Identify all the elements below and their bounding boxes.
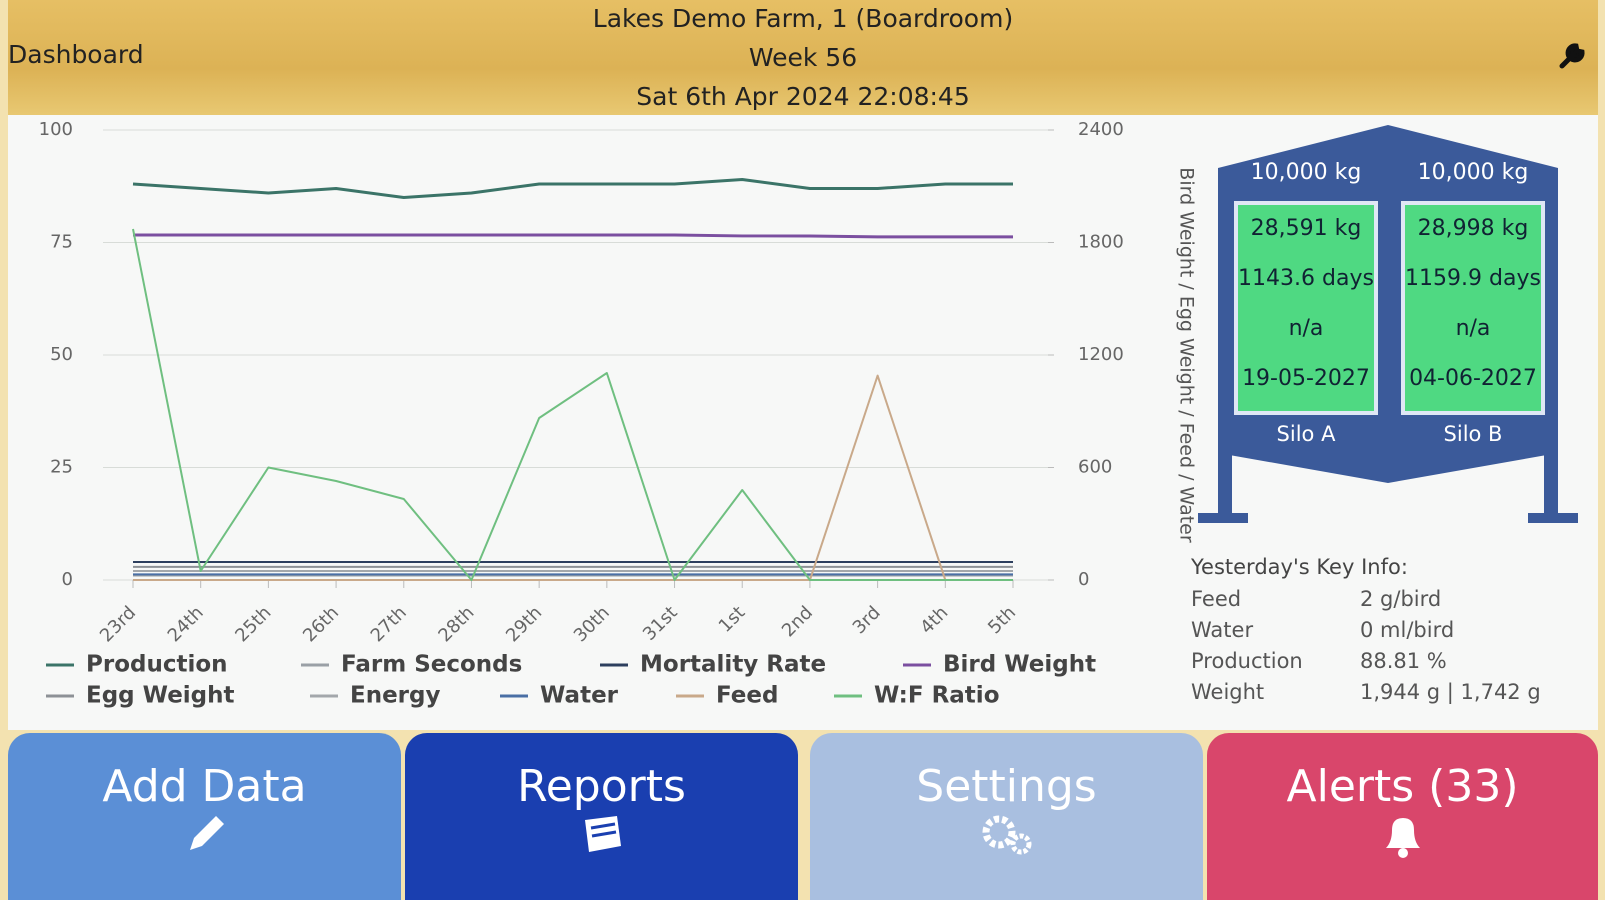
silo-a-panel	[1234, 201, 1378, 415]
silo-date: 04-06-2027	[1409, 366, 1537, 391]
x-tick-label: 30th	[570, 602, 614, 646]
chart: Bird Weight / Egg Weight / Feed / Water …	[39, 119, 1198, 709]
x-tick-label: 23rd	[96, 602, 140, 646]
x-tick-label: 27th	[367, 602, 411, 646]
silo-leg	[1218, 443, 1232, 523]
x-tick-label: 2nd	[778, 602, 817, 641]
silo-foot	[1528, 513, 1578, 523]
series-line	[133, 374, 1013, 581]
x-tick-label: 4th	[916, 602, 952, 638]
x-tick-label: 24th	[164, 602, 208, 646]
series-line	[132, 178, 1013, 199]
button-label: Reports	[517, 761, 686, 812]
button-label: Settings	[916, 761, 1097, 812]
silo-graphic: 10,000 kg 28,591 kg 1143.6 days n/a 19-05-20…	[1198, 125, 1578, 523]
button-label: Alerts (33)	[1286, 761, 1519, 812]
week: Week 56	[748, 43, 858, 72]
reports-button[interactable]: Reports	[405, 733, 798, 900]
x-tick-label: 26th	[299, 602, 343, 646]
key-info-value: 2 g/bird	[1360, 587, 1442, 611]
key-info-value: 1,944 g | 1,742 g	[1360, 680, 1541, 704]
y2-tick-label: 2400	[1078, 119, 1124, 140]
legend-label: W:F Ratio	[874, 683, 1000, 709]
silo-amount: 28,998 kg	[1418, 216, 1529, 241]
legend-label: Bird Weight	[943, 652, 1096, 678]
add-data-button[interactable]: Add Data	[8, 733, 401, 900]
silo-capacity: 10,000 kg	[1251, 160, 1362, 185]
farm-title: Lakes Demo Farm, 1 (Boardroom)	[592, 4, 1014, 33]
legend-label: Water	[540, 683, 619, 709]
key-info-label: Water	[1191, 618, 1254, 642]
x-tick-label: 31st	[639, 602, 682, 645]
x-tick-label: 3rd	[849, 602, 885, 638]
x-tick-label: 29th	[502, 602, 546, 646]
header: Dashboard Lakes Demo Farm, 1 (Boardroom)…	[8, 0, 1598, 115]
x-tick-label: 28th	[434, 602, 478, 646]
silo-leg	[1544, 443, 1558, 523]
legend-label: Farm Seconds	[341, 652, 522, 678]
y2-tick-label: 1800	[1078, 232, 1124, 253]
gears-icon	[982, 815, 1031, 855]
silo-name: Silo A	[1277, 422, 1337, 446]
silo-amount: 28,591 kg	[1251, 216, 1362, 241]
book-icon	[584, 816, 621, 852]
y2-axis-label: Bird Weight / Egg Weight / Feed / Water	[1176, 167, 1198, 543]
series-line	[133, 233, 1013, 239]
main-panel: Bird Weight / Egg Weight / Feed / Water …	[8, 115, 1598, 730]
datetime: Sat 6th Apr 2024 22:08:45	[636, 82, 970, 111]
silo-date: 19-05-2027	[1242, 366, 1370, 391]
key-info-title: Yesterday's Key Info:	[1191, 555, 1408, 579]
silo-name: Silo B	[1444, 422, 1503, 446]
legend-label: Feed	[716, 683, 778, 709]
y-tick-label: 100	[39, 119, 73, 140]
x-tick-label: 25th	[231, 602, 275, 646]
key-info-value: 0 ml/bird	[1360, 618, 1455, 642]
y2-tick-label: 0	[1078, 569, 1089, 590]
key-info-label: Weight	[1191, 680, 1265, 704]
y-tick-label: 75	[50, 232, 73, 253]
silo-capacity: 10,000 kg	[1418, 160, 1529, 185]
wrench-icon[interactable]	[1556, 38, 1590, 72]
silo-days: 1143.6 days	[1238, 266, 1374, 291]
pencil-icon	[189, 816, 224, 850]
page-name: Dashboard	[8, 40, 144, 69]
legend-label: Production	[86, 652, 228, 678]
silo-foot	[1198, 513, 1248, 523]
key-info-label: Production	[1191, 649, 1303, 673]
x-tick-label: 1st	[715, 602, 750, 637]
silo-status: n/a	[1289, 316, 1324, 341]
silo-status: n/a	[1456, 316, 1491, 341]
y-tick-label: 25	[50, 457, 73, 478]
series-line	[132, 228, 1013, 581]
y2-tick-label: 600	[1078, 457, 1112, 478]
alerts-button[interactable]: Alerts (33)	[1207, 733, 1598, 900]
silo-b-panel	[1401, 201, 1545, 415]
button-label: Add Data	[102, 761, 307, 812]
legend-label: Egg Weight	[86, 683, 235, 709]
legend-label: Energy	[350, 683, 440, 709]
key-info-value: 88.81 %	[1360, 649, 1447, 673]
y-tick-label: 50	[50, 344, 73, 365]
y-tick-label: 0	[62, 569, 73, 590]
legend-label: Mortality Rate	[640, 652, 826, 678]
silo-days: 1159.9 days	[1405, 266, 1541, 291]
settings-button[interactable]: Settings	[810, 733, 1203, 900]
key-info-label: Feed	[1191, 587, 1242, 611]
y2-tick-label: 1200	[1078, 344, 1124, 365]
x-tick-label: 5th	[984, 602, 1020, 638]
bell-icon	[1385, 818, 1420, 858]
